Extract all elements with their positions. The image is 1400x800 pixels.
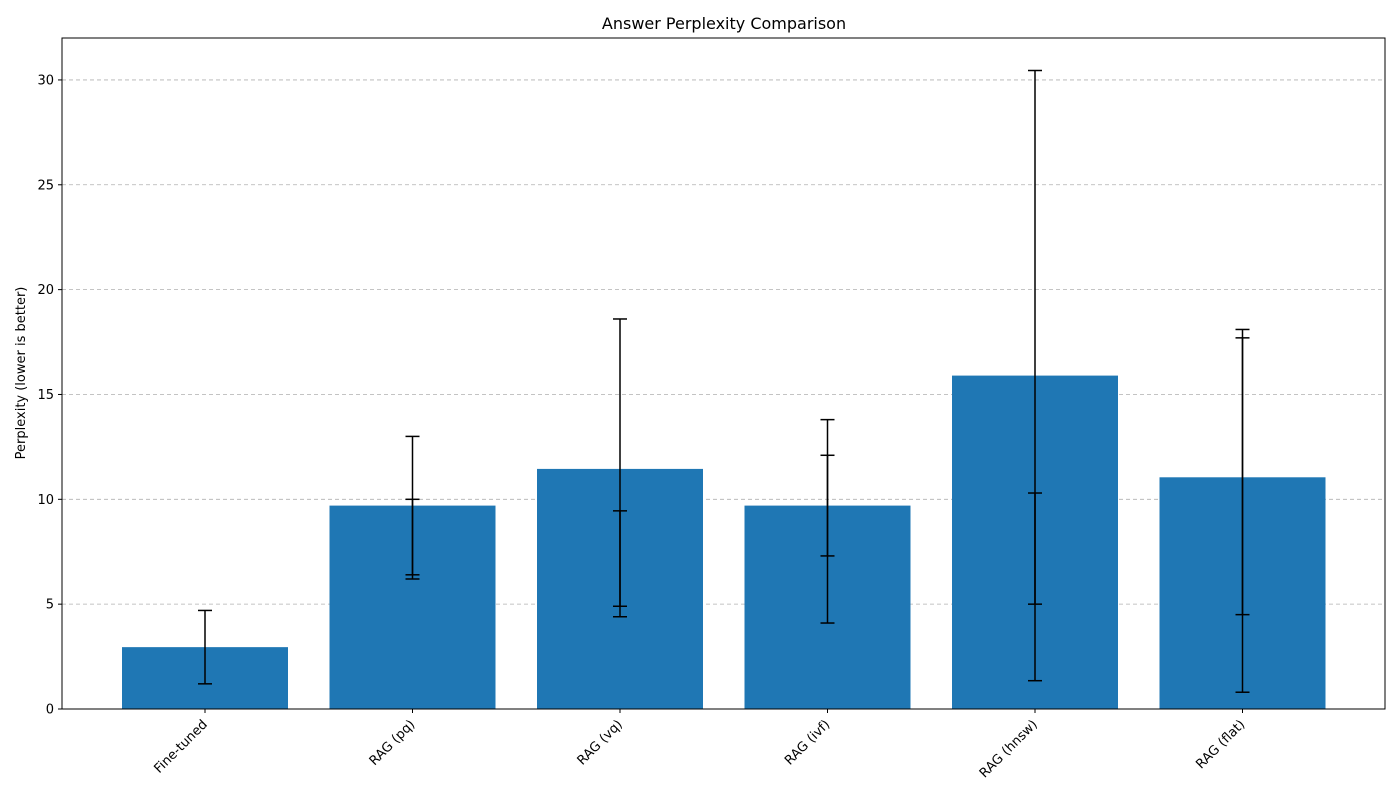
- x-tick-label: RAG (ivf): [782, 717, 833, 768]
- x-tick-label: RAG (vq): [575, 717, 626, 768]
- y-axis-ticks: 0 5 10 15 20 25 30: [37, 73, 62, 718]
- x-tick-label: RAG (pq): [367, 717, 419, 769]
- y-tick-label: 30: [37, 73, 54, 88]
- y-tick-label: 25: [37, 178, 54, 193]
- bars-layer: [122, 375, 1326, 709]
- y-tick-label: 20: [37, 283, 54, 298]
- x-tick-label: Fine-tuned: [151, 717, 210, 776]
- y-axis-label: Perplexity (lower is better): [14, 287, 29, 460]
- x-axis-ticks: Fine-tuned RAG (pq) RAG (vq) RAG (ivf) RAG (…: [151, 709, 1248, 781]
- y-tick-label: 10: [37, 493, 54, 508]
- plot-frame: [61, 37, 1386, 710]
- x-tick-label: RAG (flat): [1193, 717, 1248, 772]
- y-tick-label: 0: [46, 703, 54, 718]
- y-tick-label: 15: [37, 388, 54, 403]
- error-bars-layer: [198, 69, 1250, 693]
- y-tick-label: 5: [46, 598, 54, 613]
- x-tick-label: RAG (hnsw): [977, 717, 1041, 781]
- chart-title: Answer Perplexity Comparison: [602, 14, 846, 33]
